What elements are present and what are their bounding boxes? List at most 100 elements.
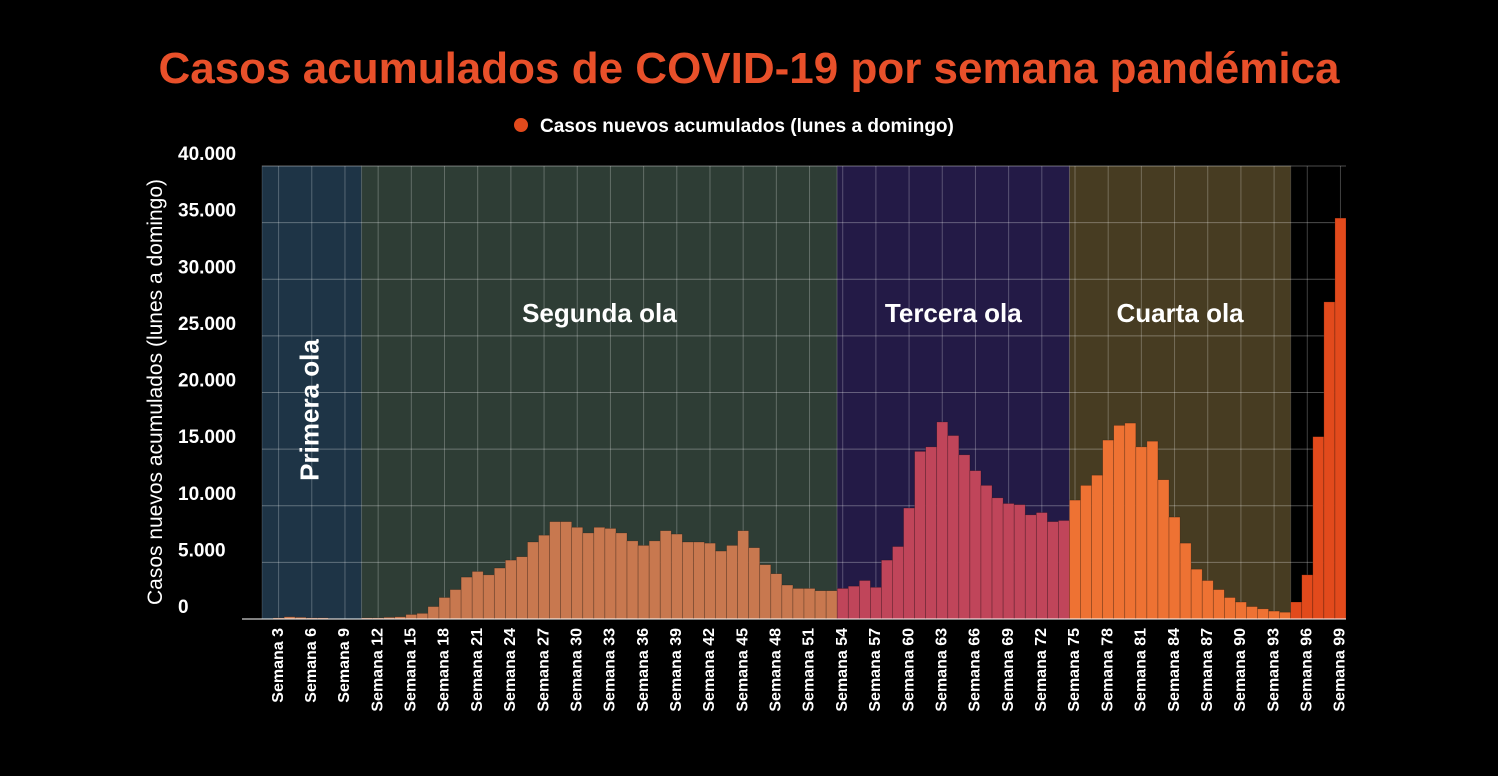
bar [803,588,816,620]
bar [1157,479,1170,620]
bar [460,576,473,620]
x-tick-label: Semana 45 [734,628,751,712]
bar [1257,608,1269,620]
bar [538,534,550,620]
bar [925,446,938,620]
bar [1246,606,1258,620]
bar [438,597,451,620]
bar [704,542,716,620]
x-tick-label: Semana 24 [502,628,519,712]
bar [693,541,705,620]
bar [737,530,749,620]
bar [836,588,849,620]
x-tick-label: Semana 54 [834,628,851,712]
bar [1268,610,1280,620]
x-tick-label: Semana 12 [369,628,386,712]
bar [1279,611,1291,620]
bar [571,526,584,620]
x-tick-label: Semana 69 [1000,628,1017,712]
bar [892,546,904,620]
wave-label: Primera ola [295,339,325,481]
bar [781,584,794,620]
wave-label: Segunda ola [522,298,677,328]
bar [859,580,871,620]
x-tick-label: Semana 6 [303,628,320,703]
bar [1224,597,1236,620]
y-tick-label: 25.000 [178,314,236,335]
bar [648,540,661,620]
bar [958,454,971,620]
bar [405,614,418,620]
bar [715,550,727,620]
bar [1334,217,1347,620]
bar [449,589,462,620]
bar [549,521,561,620]
bar [471,571,484,620]
y-axis-label: Casos nuevos acumulados (lunes a domingo… [144,179,167,605]
y-tick-label: 35.000 [178,201,236,222]
bar [748,547,761,620]
y-tick-label: 15.000 [178,427,236,448]
bar [1024,514,1037,620]
bar [1212,589,1225,620]
bar [792,588,805,620]
bar [825,590,838,620]
bar [914,451,926,620]
bar [637,545,650,620]
x-tick-label: Semana 42 [701,628,718,712]
bar [1146,440,1159,620]
bar [1301,574,1314,620]
bar [482,574,495,620]
bar [881,559,893,620]
x-tick-label: Semana 63 [933,628,950,712]
x-tick-label: Semana 81 [1133,628,1150,712]
bar [1058,520,1070,620]
y-tick-label: 5.000 [178,540,226,561]
x-tick-label: Semana 18 [436,628,453,712]
x-tick-label: Semana 30 [568,628,585,712]
x-tick-label: Semana 66 [967,628,984,712]
bar [1013,504,1026,620]
bar [1135,446,1148,620]
x-tick-label: Semana 3 [270,628,287,703]
bar [493,567,506,620]
x-tick-label: Semana 72 [1033,628,1050,712]
y-tick-label: 40.000 [178,144,236,165]
bar [1201,580,1214,620]
bar [759,564,772,620]
bar [936,421,949,620]
bar [1113,425,1126,620]
bar [604,528,617,620]
bar [1069,499,1081,620]
bar [626,540,639,620]
bar [505,559,517,620]
bar [416,613,429,620]
bar [870,586,882,620]
bar [1080,485,1092,620]
x-tick-label: Semana 36 [635,628,652,712]
bar [516,556,528,620]
bar [1190,568,1203,620]
bar [1035,512,1048,620]
bar [582,532,595,620]
bar [615,532,628,620]
bar [1323,301,1336,620]
bar [969,470,982,620]
bar [1091,474,1103,620]
wave-label: Cuarta ola [1117,298,1245,328]
bar [726,545,738,620]
x-tick-label: Semana 51 [801,628,818,712]
bar [670,533,683,620]
x-tick-label: Semana 75 [1066,628,1083,712]
bar [903,507,915,620]
bar [1179,542,1192,620]
x-tick-label: Semana 84 [1166,628,1183,712]
x-tick-label: Semana 21 [469,628,486,712]
y-tick-label: 20.000 [178,371,236,392]
bar [1124,422,1137,620]
bar [980,485,993,620]
x-tick-label: Semana 27 [535,628,552,712]
bar [1235,601,1247,620]
x-tick-label: Semana 48 [768,628,785,712]
